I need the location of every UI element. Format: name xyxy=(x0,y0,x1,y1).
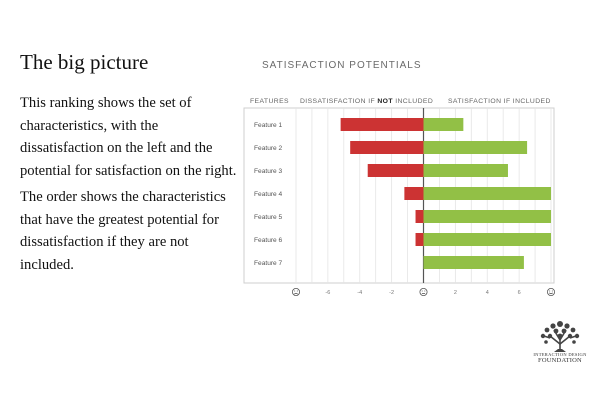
satisfaction-bar xyxy=(423,233,551,246)
category-label: Feature 2 xyxy=(254,145,283,152)
slide-body: This ranking shows the set of characteri… xyxy=(20,92,240,280)
dissatisfaction-bar xyxy=(404,187,424,200)
x-tick-label: 6 xyxy=(518,290,521,296)
dissatisfaction-bar xyxy=(415,210,424,223)
x-tick-label: 2 xyxy=(454,290,457,296)
category-label: Feature 4 xyxy=(254,191,283,198)
x-tick-label: 4 xyxy=(486,290,489,296)
satisfaction-bar xyxy=(423,141,528,154)
body-paragraph-1: This ranking shows the set of characteri… xyxy=(20,95,237,179)
logo-line-1: INTERACTION DESIGN xyxy=(533,352,587,357)
satisfaction-bar xyxy=(423,210,551,223)
logo-wordmark: INTERACTION DESIGN FOUNDATION xyxy=(532,352,588,364)
satisfaction-bar xyxy=(423,256,524,269)
header-left-prefix: DISSATISFACTION IF xyxy=(300,98,377,105)
x-tick-label: -2 xyxy=(389,290,394,296)
tree-logo-icon xyxy=(540,321,580,352)
category-label: Feature 6 xyxy=(254,237,283,244)
slide-heading: The big picture xyxy=(20,50,149,74)
chart-frame xyxy=(243,107,555,284)
dissatisfaction-bar xyxy=(415,233,424,246)
x-tick-label: -4 xyxy=(357,290,362,296)
satisfaction-bar xyxy=(423,164,508,177)
x-tick-label: -6 xyxy=(325,290,330,296)
logo-line-2: FOUNDATION xyxy=(538,357,582,364)
header-satisfaction: SATISFACTION IF INCLUDED xyxy=(448,98,551,105)
category-label: Feature 3 xyxy=(254,168,283,175)
happy-face-icon xyxy=(547,287,556,296)
header-left-emph: NOT xyxy=(377,98,393,105)
dissatisfaction-bar xyxy=(367,164,424,177)
neutral-face-icon xyxy=(419,287,428,296)
satisfaction-bar xyxy=(423,118,464,131)
category-label: Feature 5 xyxy=(254,214,283,221)
category-label: Feature 1 xyxy=(254,122,283,129)
header-left-suffix: INCLUDED xyxy=(393,98,433,105)
satisfaction-bar xyxy=(423,187,551,200)
header-dissatisfaction: DISSATISFACTION IF NOT INCLUDED xyxy=(300,98,433,105)
body-paragraph-2: The order shows the characteristics that… xyxy=(20,189,226,273)
chart-title: SATISFACTION POTENTIALS xyxy=(262,60,422,71)
dissatisfaction-bar xyxy=(340,118,424,131)
category-label: Feature 7 xyxy=(254,260,283,267)
header-features: FEATURES xyxy=(250,98,289,105)
sad-face-icon xyxy=(291,287,300,296)
dissatisfaction-bar xyxy=(350,141,424,154)
